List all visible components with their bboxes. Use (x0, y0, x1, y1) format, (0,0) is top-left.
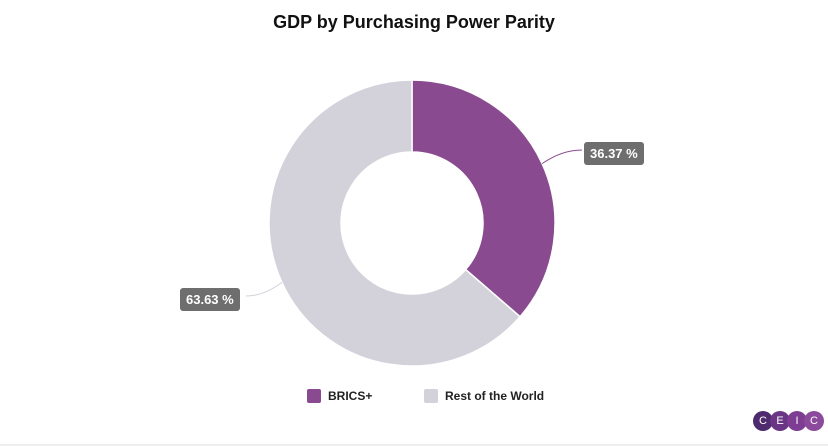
chart-title: GDP by Purchasing Power Parity (273, 12, 555, 32)
legend-swatch (424, 389, 438, 403)
slice-rest-of-the-world[interactable] (268, 79, 522, 367)
connector-line (541, 149, 583, 165)
logo-letter: C (804, 411, 824, 431)
bottom-border (0, 444, 828, 446)
legend-item-rest-of-world[interactable]: Rest of the World (424, 389, 544, 403)
logo-letter: C (753, 411, 773, 431)
legend-label: Rest of the World (445, 389, 545, 403)
legend-item-brics[interactable]: BRICS+ (307, 389, 372, 403)
legend-label: BRICS+ (328, 389, 373, 403)
data-label-brics: 36.37 % (584, 142, 644, 165)
ceic-logo: C E I C (753, 411, 824, 431)
slice-brics-[interactable] (411, 79, 556, 318)
legend-swatch (307, 389, 321, 403)
logo-letter: E (770, 411, 790, 431)
logo-letter: I (787, 411, 807, 431)
connector-line (245, 281, 283, 297)
data-label-rest-of-world: 63.63 % (180, 288, 240, 311)
